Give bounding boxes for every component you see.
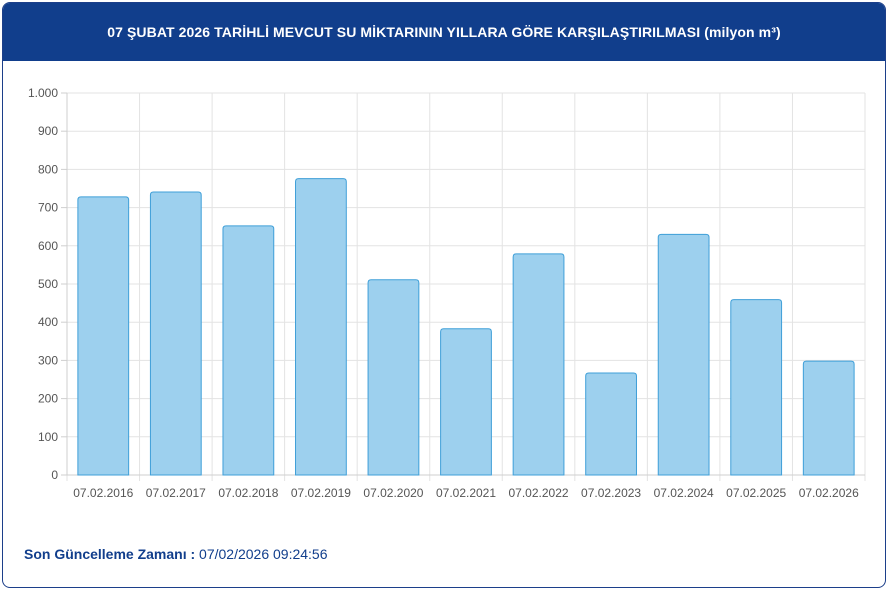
bar[interactable] xyxy=(730,299,783,476)
y-tick-label: 400 xyxy=(38,315,58,329)
bars xyxy=(77,178,855,476)
bar[interactable] xyxy=(657,233,710,476)
bar[interactable] xyxy=(295,178,347,476)
bar[interactable] xyxy=(367,279,420,476)
y-tick-label: 0 xyxy=(51,468,58,482)
x-tick-label: 07.02.2026 xyxy=(799,486,859,500)
y-tick-label: 900 xyxy=(38,124,58,138)
x-tick-label: 07.02.2023 xyxy=(581,486,641,500)
x-tick-label: 07.02.2019 xyxy=(291,486,351,500)
y-tick-label: 100 xyxy=(38,430,58,444)
x-tick-label: 07.02.2024 xyxy=(654,486,714,500)
bar[interactable] xyxy=(222,225,275,476)
x-tick-label: 07.02.2016 xyxy=(73,486,133,500)
last-update-value: 07/02/2026 09:24:56 xyxy=(199,546,328,562)
bar[interactable] xyxy=(77,196,130,476)
x-tick-label: 07.02.2020 xyxy=(363,486,423,500)
bar[interactable] xyxy=(512,253,565,476)
x-tick-label: 07.02.2021 xyxy=(436,486,496,500)
x-tick-label: 07.02.2018 xyxy=(218,486,278,500)
bar-chart: 0 100 200 300 400 500 600 700 800 900 1.000 07.02.… xyxy=(28,86,866,500)
x-axis-ticks: 07.02.2016 07.02.2017 07.02.2018 07.02.2019… xyxy=(73,486,859,500)
y-tick-label: 500 xyxy=(38,277,58,291)
x-tick-label: 07.02.2025 xyxy=(726,486,786,500)
y-axis-ticks: 0 100 200 300 400 500 600 700 800 900 1.000 xyxy=(28,86,67,482)
x-tick-label: 07.02.2017 xyxy=(146,486,206,500)
bar[interactable] xyxy=(585,372,637,476)
chart-header: 07 ŞUBAT 2026 TARİHLİ MEVCUT SU MİKTARIN… xyxy=(3,3,885,61)
bar[interactable] xyxy=(802,360,855,476)
last-update: Son Güncelleme Zamanı : 07/02/2026 09:24… xyxy=(24,546,328,562)
x-tick-label: 07.02.2022 xyxy=(509,486,569,500)
y-tick-label: 1.000 xyxy=(28,86,58,100)
y-tick-label: 200 xyxy=(38,392,58,406)
y-tick-label: 600 xyxy=(38,239,58,253)
bar[interactable] xyxy=(440,328,492,476)
bar[interactable] xyxy=(149,191,202,476)
chart-title: 07 ŞUBAT 2026 TARİHLİ MEVCUT SU MİKTARIN… xyxy=(107,24,781,40)
last-update-label: Son Güncelleme Zamanı : xyxy=(24,546,196,562)
y-tick-label: 700 xyxy=(38,201,58,215)
y-tick-label: 300 xyxy=(38,353,58,367)
y-tick-label: 800 xyxy=(38,162,58,176)
